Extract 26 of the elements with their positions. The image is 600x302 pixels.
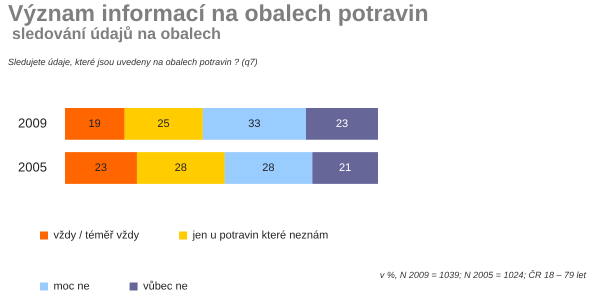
bar [312, 152, 378, 184]
bar [64, 152, 137, 184]
legend-label: vůbec ne [143, 280, 188, 293]
bar [64, 108, 124, 140]
data-label: 19 [88, 118, 101, 130]
data-label: 28 [262, 162, 275, 174]
text: Sledujete údaje, které jsou uvedeny na obalech potravin ? (q7) [8, 57, 258, 67]
data-label: 28 [174, 162, 187, 174]
bar [124, 108, 203, 140]
data-label: 21 [339, 162, 352, 174]
data-label: 33 [248, 118, 260, 130]
legend-label: vždy / téměř vždy [54, 230, 140, 242]
chart-title: Význam informací na obalech potravin [8, 0, 428, 26]
bar [306, 108, 378, 140]
y-tick-label: 2005 [18, 160, 47, 175]
bar [202, 108, 306, 140]
legend-label: jen u potravin které neznám [192, 230, 328, 242]
text: v %, N 2009 = 1039; N 2005 = 1024; ČR 18 – 79 let [380, 270, 586, 280]
chart-subtitle: sledování údajů na obalech [12, 26, 221, 44]
legend-label: moc ne [54, 280, 90, 293]
bar [136, 152, 225, 184]
data-label: 25 [157, 118, 170, 130]
data-label: 23 [94, 162, 108, 174]
bar [224, 152, 312, 184]
y-tick-label: 2009 [18, 115, 47, 130]
data-label: 23 [336, 118, 348, 130]
